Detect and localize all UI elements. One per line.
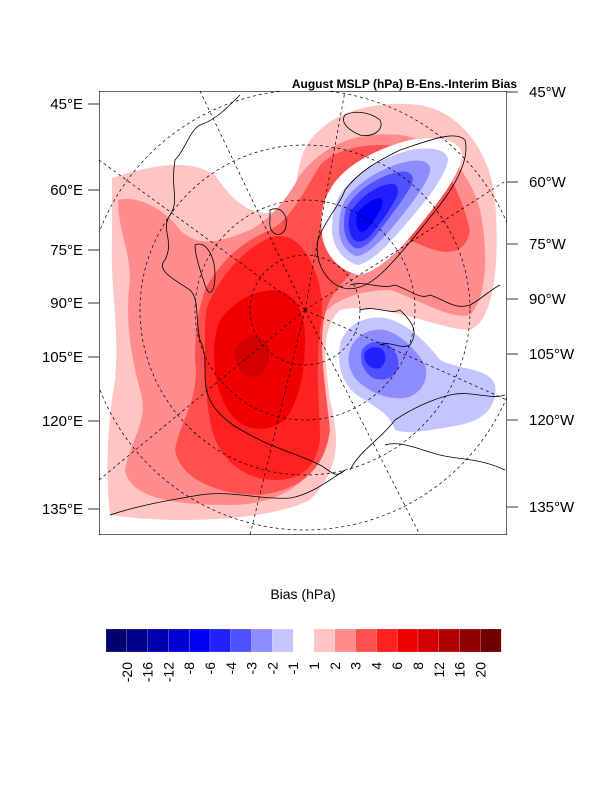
colorbar-level-label: 6 <box>389 662 405 670</box>
right-axis-tick-label: 45°W <box>529 84 567 101</box>
colorbar-box <box>459 628 481 653</box>
colorbar-box <box>417 628 440 653</box>
map-area <box>99 91 507 535</box>
left-axis-tick-label: 45°E <box>50 96 83 113</box>
graticule-latitude-circle <box>139 144 471 476</box>
colorbar-box <box>355 628 377 653</box>
colorbar-box <box>313 628 336 653</box>
left-axis-tick-label: 60°E <box>50 182 83 199</box>
graticule-meridian <box>199 91 306 311</box>
colorbar-level-label: 16 <box>452 662 468 678</box>
graticule-meridian <box>99 159 306 311</box>
contour-negative-canada <box>339 317 496 433</box>
graticule-latitude-circle <box>194 199 416 421</box>
left-axis-tick-label: 120°E <box>42 413 83 430</box>
right-axis-tick-label: 135°W <box>529 499 575 516</box>
right-axis-tick-label: 90°W <box>529 291 567 308</box>
colorbar-level-label: -8 <box>181 662 197 675</box>
graticule-meridian <box>99 309 306 481</box>
colorbar-level-label: 4 <box>368 662 384 670</box>
colorbar-level-label: 20 <box>472 662 488 678</box>
colorbar-title: Bias (hPa) <box>270 586 335 602</box>
colorbar-box <box>376 628 398 653</box>
colorbar-box <box>168 628 190 653</box>
colorbar-level-label: -3 <box>244 662 260 675</box>
right-axis: 45°W 60°W 75°W 90°W 105°W 120°W 135°W <box>507 84 575 516</box>
left-axis: 45°E 60°E 75°E 90°E 105°E 120°E 135°E <box>42 96 99 518</box>
graticule <box>99 91 507 535</box>
colorbar-level-label: -16 <box>140 662 156 682</box>
colorbar-level-label: 1 <box>306 662 322 670</box>
colorbar-box <box>105 628 128 653</box>
right-axis-tick-label: 75°W <box>529 236 567 253</box>
colorbar-level-label: -6 <box>202 662 218 675</box>
colorbar-level-label: -12 <box>160 662 176 682</box>
contour-fill-canada-minus4 <box>364 347 386 369</box>
colorbar-box <box>230 628 252 653</box>
colorbar-box <box>147 628 169 653</box>
coastline-novaya-zemlya <box>194 243 216 293</box>
colorbar-box <box>480 628 502 653</box>
chart-title: August MSLP (hPa) B-Ens.-Interim Bias <box>292 77 517 91</box>
contour-fill-greenland-minus6 <box>356 198 383 232</box>
right-axis-tick-label: 60°W <box>529 174 567 191</box>
colorbar-level-label: 3 <box>348 662 364 670</box>
colorbar: -20 -16 -12 -8 -6 -4 -3 -2 -1 1 2 3 4 6 8 12 16 20 <box>105 628 502 682</box>
colorbar-level-label: -4 <box>223 662 239 675</box>
coastline-greenland <box>316 135 467 289</box>
right-axis-tick-label: 105°W <box>529 346 575 363</box>
coastline-north-america <box>349 393 506 471</box>
colorbar-box <box>438 628 460 653</box>
colorbar-box <box>251 628 273 653</box>
left-axis-tick-label: 105°E <box>42 349 83 366</box>
left-axis-tick-label: 135°E <box>42 501 83 518</box>
graticule-meridian <box>249 309 306 535</box>
contour-greenland <box>321 138 462 275</box>
colorbar-level-label: 8 <box>410 662 426 670</box>
left-axis-tick-label: 90°E <box>50 295 83 312</box>
coastline-canadian-archipelago <box>349 283 501 347</box>
colorbar-level-label: 12 <box>431 662 447 678</box>
colorbar-box <box>396 628 419 653</box>
coastline-siberia-east <box>109 469 346 516</box>
graticule-meridian <box>304 91 346 311</box>
coastline-iceland <box>343 111 382 137</box>
coastlines <box>109 94 506 516</box>
colorbar-level-label: -1 <box>285 662 301 675</box>
colorbar-box <box>334 628 356 653</box>
left-axis-tick-label: 75°E <box>50 242 83 259</box>
right-axis-tick-label: 120°W <box>529 412 575 429</box>
colorbar-box <box>272 628 294 653</box>
coastline-scandinavia <box>162 94 346 475</box>
colorbar-box <box>188 628 211 653</box>
colorbar-box <box>293 629 314 652</box>
colorbar-level-label: -20 <box>119 662 135 682</box>
graticule-meridian <box>304 309 507 401</box>
graticule-meridian <box>304 309 421 535</box>
coastline-svalbard <box>269 208 287 235</box>
graticule-meridian <box>304 179 507 311</box>
colorbar-box <box>209 628 232 653</box>
colorbar-level-label: 2 <box>327 662 343 670</box>
colorbar-box <box>126 628 148 653</box>
contour-fill-8-12 <box>234 336 270 377</box>
colorbar-level-label: -2 <box>264 662 280 675</box>
